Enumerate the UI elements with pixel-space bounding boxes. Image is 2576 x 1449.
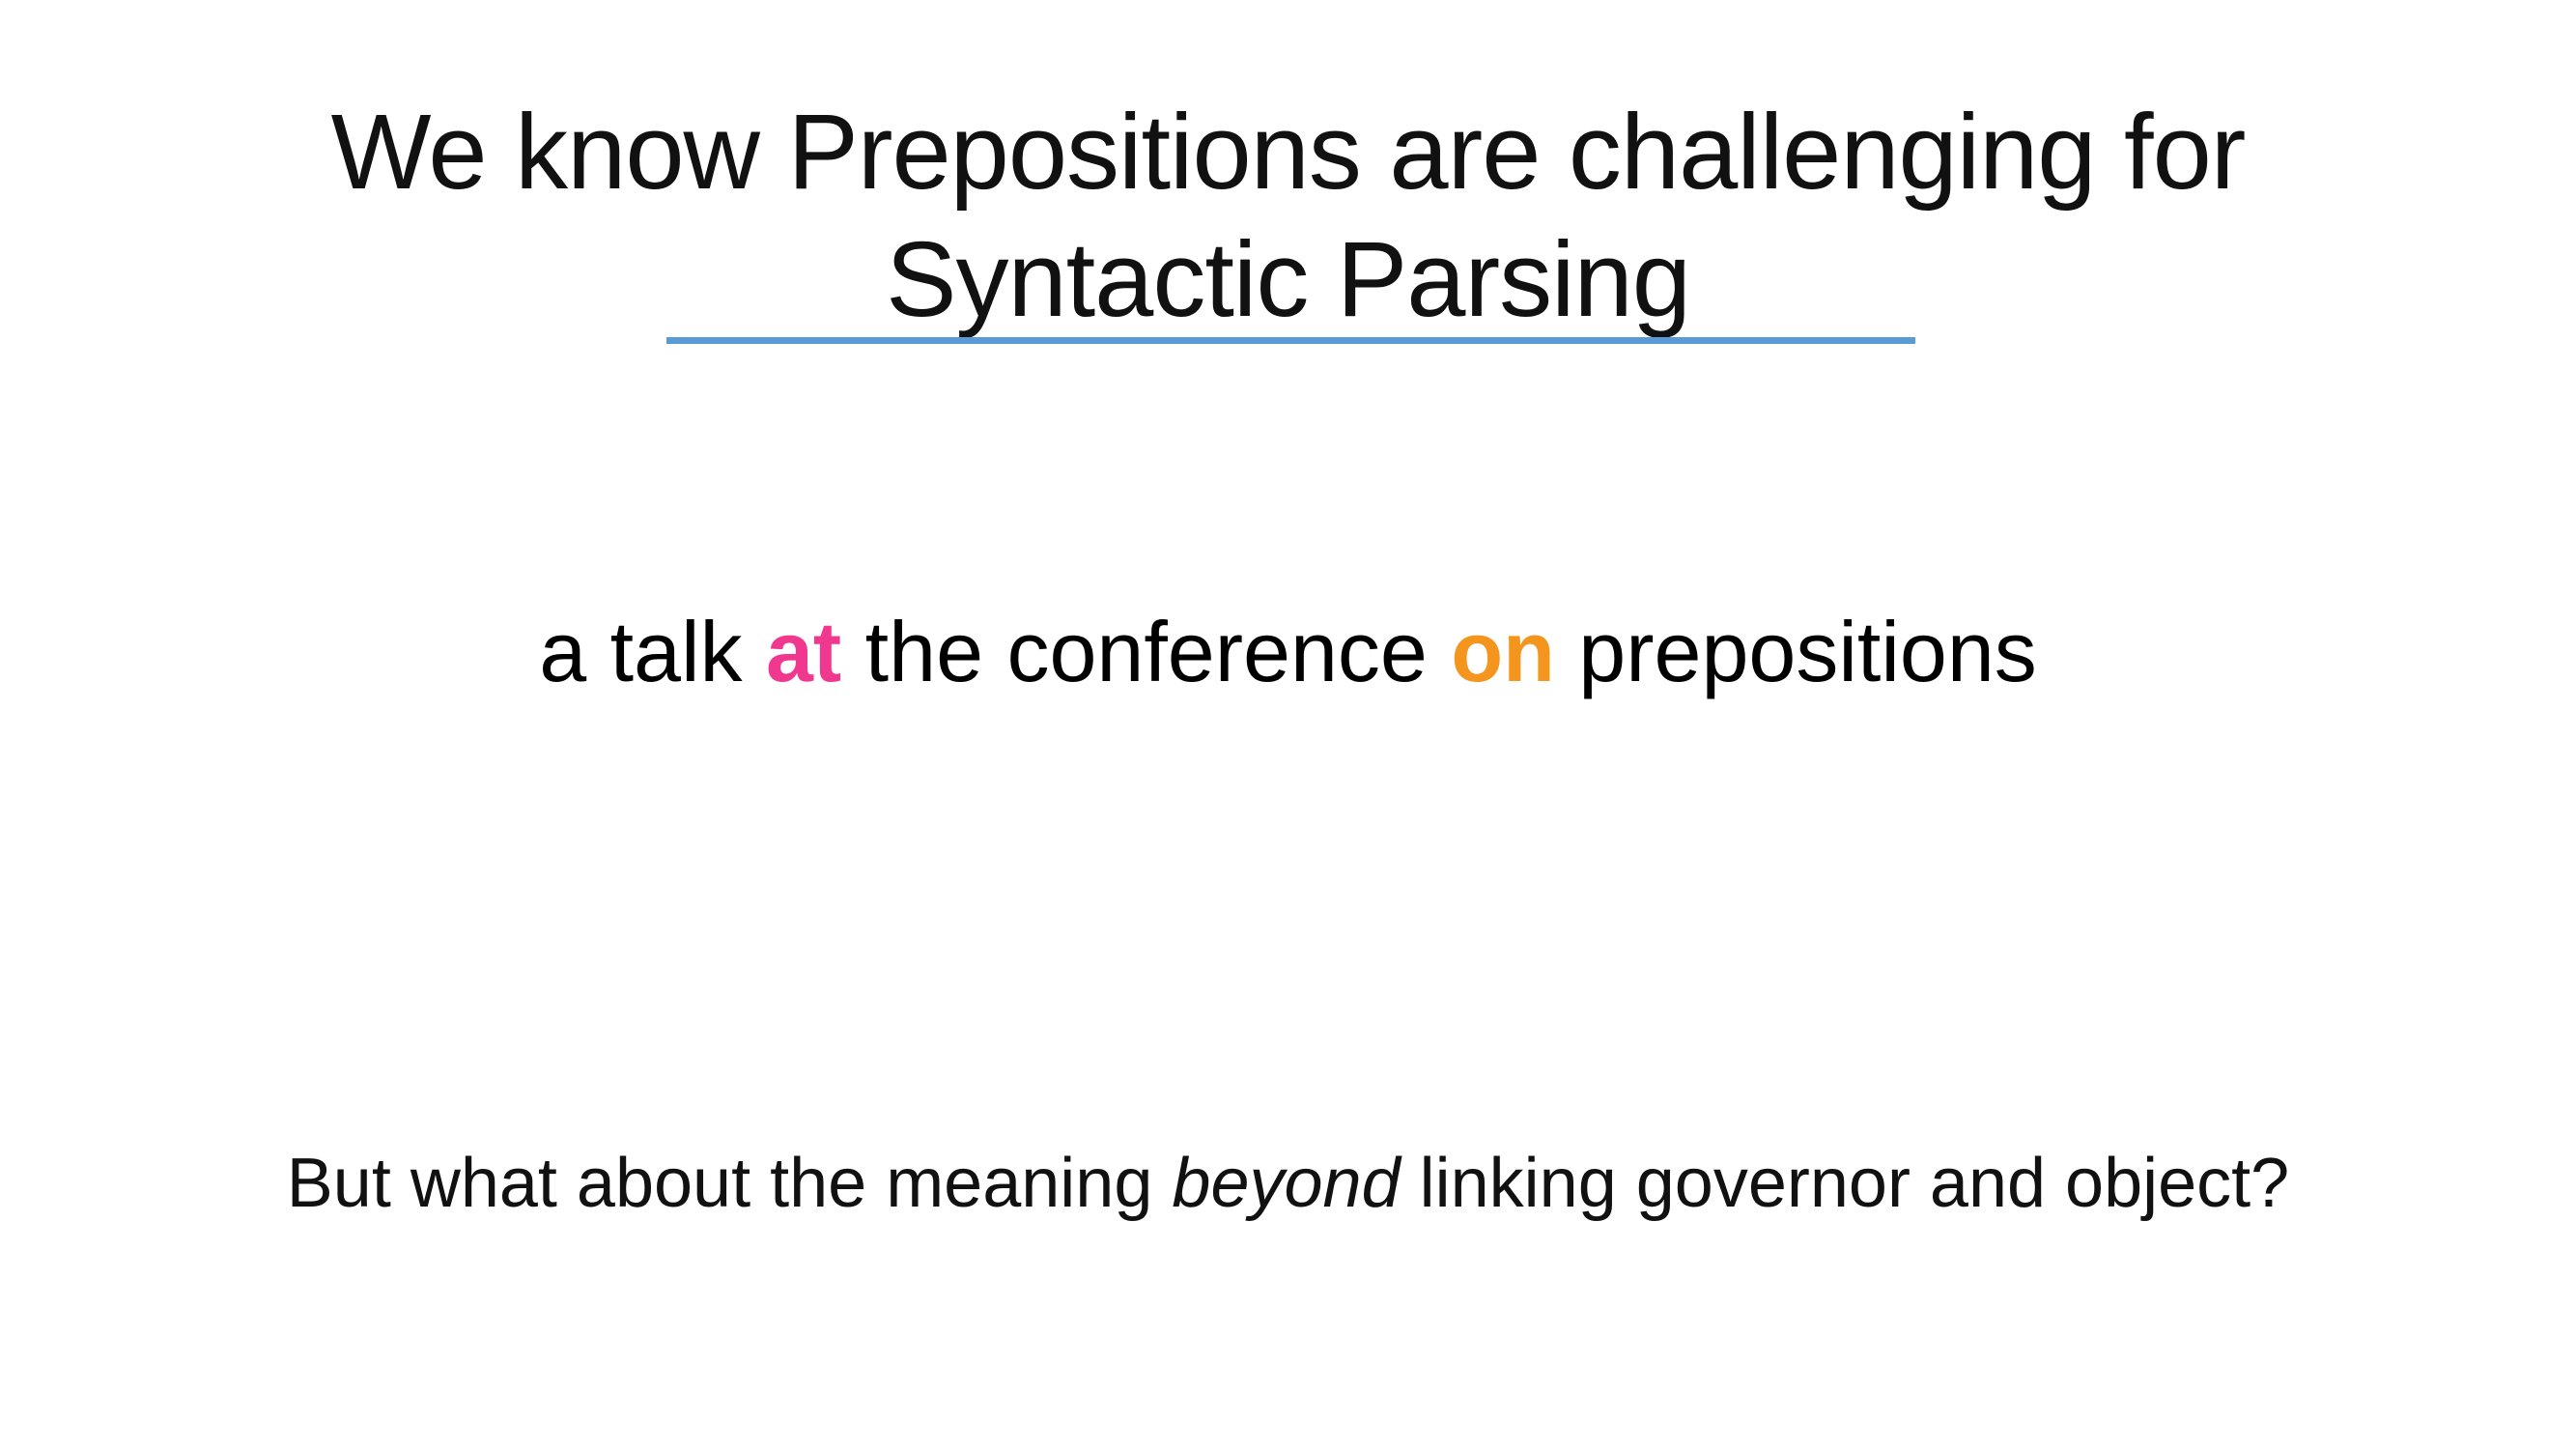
slide-title: We know Prepositions are challenging for…: [0, 89, 2576, 344]
title-line-1: We know Prepositions are challenging for: [330, 93, 2247, 212]
preposition-on: on: [1451, 604, 1555, 699]
question-text: But what about the meaning beyond linkin…: [0, 1140, 2576, 1227]
example-text-2: the conference: [841, 604, 1452, 699]
question-part-1: But what about the meaning: [286, 1145, 1173, 1222]
title-line-2: Syntactic Parsing: [886, 220, 1691, 339]
title-underline: [666, 337, 1915, 344]
example-phrase: a talk at the conference on prepositions: [0, 599, 2576, 705]
question-part-2: linking governor and object?: [1400, 1145, 2290, 1222]
example-text-1: a talk: [539, 604, 766, 699]
question-emphasis: beyond: [1172, 1145, 1401, 1222]
example-text-3: prepositions: [1554, 604, 2037, 699]
preposition-at: at: [765, 604, 842, 699]
